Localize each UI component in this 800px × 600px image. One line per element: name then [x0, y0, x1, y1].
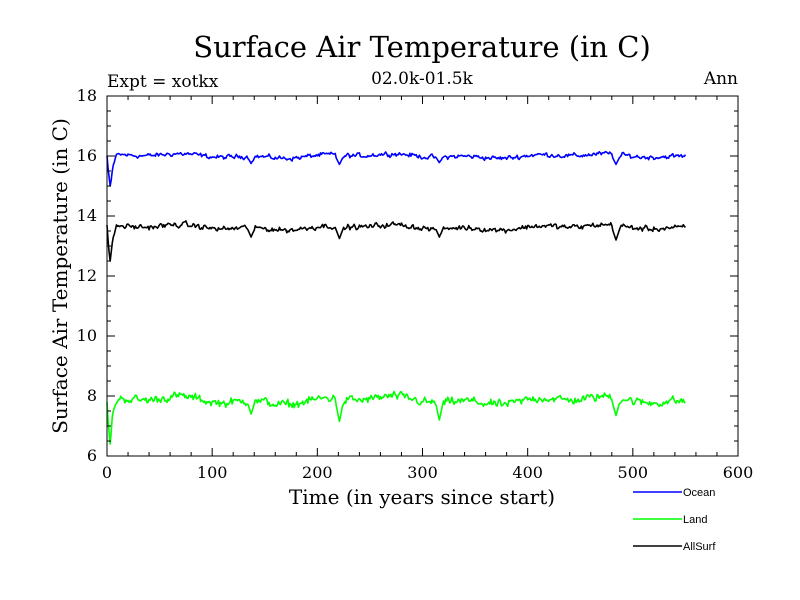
x-tick-label: 300: [407, 463, 438, 482]
series-group: [106, 150, 687, 445]
x-tick-label: 100: [197, 463, 228, 482]
series-line-allsurf: [106, 220, 687, 262]
y-tick-label: 8: [87, 386, 97, 405]
legend-label-land: Land: [683, 514, 707, 526]
legend-label-ocean: Ocean: [683, 487, 715, 499]
x-tick-label: 600: [723, 463, 754, 482]
chart-subtitle-right: Ann: [703, 69, 738, 89]
series-line-land: [106, 390, 686, 445]
chart-title: Surface Air Temperature (in C): [193, 30, 651, 64]
x-tick-label: 400: [512, 463, 543, 482]
y-tick-label: 16: [77, 146, 97, 165]
tick-labels-group: 0 100 200 300 400 500 600 6 8 10 12 14 16 18: [77, 86, 754, 482]
x-tick-label: 500: [618, 463, 649, 482]
ticks-group: [106, 95, 739, 457]
y-tick-label: 6: [87, 446, 97, 465]
x-axis-label: Time (in years since start): [289, 485, 555, 509]
y-tick-label: 10: [77, 326, 97, 345]
y-tick-label: 14: [77, 206, 97, 225]
legend-label-allsurf: AllSurf: [683, 541, 716, 553]
chart-subtitle-center: 02.0k-01.5k: [371, 69, 473, 89]
x-tick-label: 200: [302, 463, 333, 482]
y-tick-label: 12: [77, 266, 97, 285]
series-line-ocean: [106, 150, 687, 187]
x-tick-label: 0: [102, 463, 112, 482]
chart-subtitle-left: Expt = xotkx: [107, 72, 219, 92]
y-axis-label: Surface Air Temperature (in C): [48, 118, 72, 434]
y-tick-label: 18: [77, 86, 97, 105]
legend: Ocean Land AllSurf: [633, 487, 716, 553]
